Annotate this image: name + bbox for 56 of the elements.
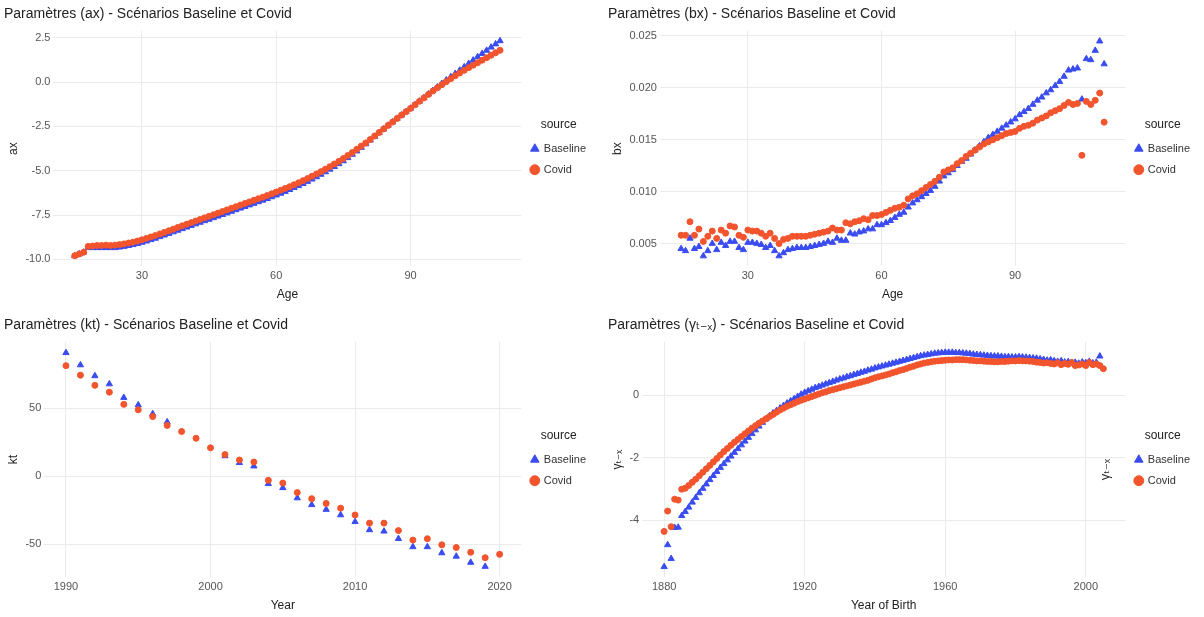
x-tick-label: 1960	[932, 579, 958, 592]
y-tick-label: 0	[633, 387, 640, 400]
chart-title: Paramètres (ax) - Scénarios Baseline et Covid	[4, 5, 292, 22]
chart-title: Paramètres (γₜ₋ₓ) - Scénarios Baseline et Covid	[608, 315, 905, 332]
legend-title: source	[540, 117, 577, 132]
legend-label: Covid	[1147, 473, 1176, 486]
x-axis-title: Year of Birth	[850, 597, 917, 612]
chart-title: Paramètres (kt) - Scénarios Baseline et Covid	[4, 315, 288, 332]
legend-label: Baseline	[1147, 141, 1191, 154]
legend-label: Baseline	[543, 141, 587, 154]
legend-title: source	[1144, 427, 1181, 442]
x-tick-label: 60	[875, 269, 888, 282]
x-tick-label: 2020	[487, 579, 512, 592]
x-tick-label: 60	[270, 269, 283, 282]
legend-label: Baseline	[1147, 452, 1191, 465]
y-axis-title: bx	[609, 142, 624, 155]
x-tick-label: 2010	[342, 579, 368, 592]
y-tick-label: -50	[25, 536, 42, 549]
x-axis-title: Age	[881, 287, 904, 302]
y-tick-label: 0.005	[629, 236, 657, 249]
y-axis-title: γₜ₋ₓ	[609, 449, 624, 470]
y-tick-label: 0.0	[35, 75, 51, 88]
x-tick-label: 2000	[198, 579, 223, 592]
x-tick-label: 30	[135, 269, 149, 282]
y-tick-label: 0	[35, 468, 42, 481]
y-tick-label: -2.5	[31, 119, 51, 132]
legend-label: Baseline	[543, 452, 587, 465]
x-axis-title: Year	[270, 597, 295, 612]
y-tick-label: 2.5	[35, 30, 51, 43]
legend-title: source	[540, 427, 577, 442]
y-tick-label: -7.5	[31, 208, 51, 221]
legend-label: Covid	[1147, 162, 1176, 175]
y-axis-title: ax	[5, 142, 20, 155]
legend-label: Covid	[543, 473, 572, 486]
x-tick-label: 1990	[53, 579, 79, 592]
x-tick-label: 2000	[1073, 579, 1099, 592]
y-axis-title: kt	[5, 453, 20, 464]
x-tick-label: 90	[1008, 269, 1022, 282]
annotation: γₜ₋ₓ	[1096, 457, 1112, 480]
y-tick-label: -10.0	[25, 252, 51, 265]
x-tick-label: 90	[404, 269, 417, 282]
legend-label: Covid	[543, 162, 572, 175]
y-tick-label: 50	[29, 400, 42, 413]
legend-title: source	[1144, 117, 1181, 132]
y-tick-label: 0.020	[629, 80, 657, 93]
y-tick-label: -5.0	[31, 163, 51, 176]
y-tick-label: -2	[629, 450, 640, 463]
x-tick-label: 1880	[651, 579, 677, 592]
y-tick-label: 0.015	[629, 132, 657, 145]
y-tick-label: 0.025	[629, 29, 657, 42]
y-tick-label: -4	[629, 512, 640, 525]
chart-title: Paramètres (bx) - Scénarios Baseline et Covid	[608, 5, 896, 22]
x-axis-title: Age	[276, 287, 299, 302]
x-tick-label: 1920	[792, 579, 817, 592]
y-tick-label: 0.010	[629, 184, 657, 197]
x-tick-label: 30	[741, 269, 755, 282]
